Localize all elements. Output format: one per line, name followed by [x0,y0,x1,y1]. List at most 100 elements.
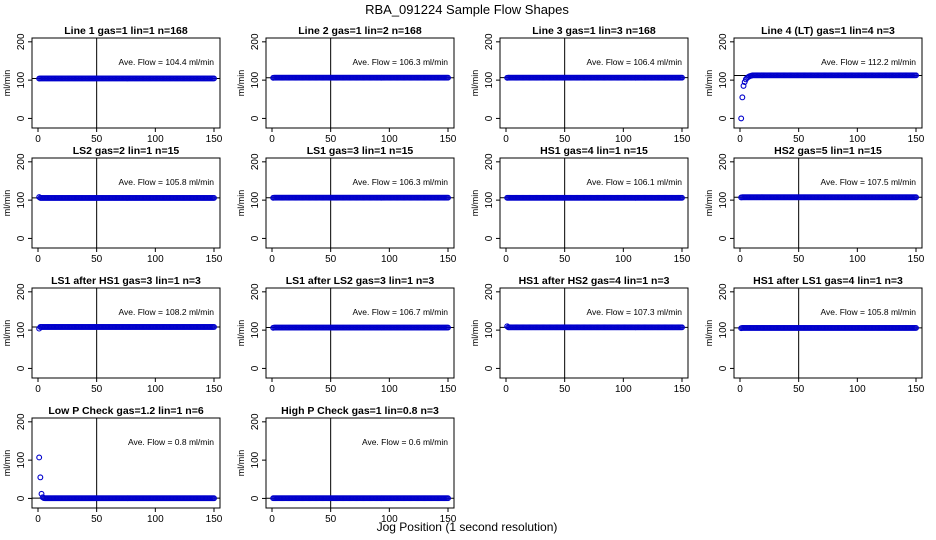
data-series [36,454,217,502]
data-point [445,495,451,502]
x-tick-label: 50 [559,134,571,145]
panel-8: HS2 gas=5 lin=1 n=15 0 50 100 150 0 100 200 ml/m… [704,145,925,265]
y-axis-label: ml/min [704,320,714,347]
y-axis-label: ml/min [236,450,246,477]
y-axis-label: ml/min [2,70,12,97]
y-tick-label: 100 [250,71,261,88]
plot-frame [265,287,455,379]
x-tick-label: 100 [615,254,632,265]
y-tick-label: 0 [250,365,261,371]
panel-1: Line 1 gas=1 lin=1 n=168 0 50 100 150 0 100 200… [2,25,223,145]
plot-frame [499,37,689,129]
y-tick-label: 100 [484,321,495,338]
data-series [270,194,451,201]
x-tick-label: 100 [147,514,164,525]
data-series [36,194,217,201]
y-tick-label: 100 [250,191,261,208]
plot-frame [265,417,455,509]
x-tick-label: 150 [908,134,925,145]
x-tick-label: 0 [737,134,743,145]
x-tick-label: 50 [325,384,337,395]
x-tick-label: 0 [503,134,509,145]
x-tick-label: 50 [793,384,805,395]
y-tick-label: 100 [16,451,27,468]
y-tick-label: 100 [16,191,27,208]
y-axis-label: ml/min [2,320,12,347]
data-point [679,324,685,331]
figure-title: RBA_091224 Sample Flow Shapes [365,2,569,17]
y-tick-label: 0 [16,495,27,501]
y-tick-label: 100 [718,321,729,338]
x-tick-label: 50 [91,384,103,395]
panel-title: HS1 gas=4 lin=1 n=15 [540,145,648,157]
data-point [679,74,685,81]
y-tick-label: 0 [484,115,495,121]
x-tick-label: 0 [35,384,41,395]
x-tick-label: 100 [849,134,866,145]
panel-title: LS2 gas=2 lin=1 n=15 [73,145,180,157]
x-tick-label: 100 [615,134,632,145]
average-flow-label: Ave. Flow = 105.8 ml/min [820,307,916,317]
data-point [38,490,45,497]
x-tick-label: 0 [503,254,509,265]
data-point [211,495,217,502]
average-flow-label: Ave. Flow = 112.2 ml/min [821,57,916,67]
data-point [445,324,451,331]
y-tick-label: 0 [484,365,495,371]
y-tick-label: 200 [16,413,27,430]
y-axis-label: ml/min [236,320,246,347]
y-tick-label: 100 [16,71,27,88]
x-tick-label: 50 [91,254,103,265]
data-point [679,194,685,201]
x-tick-label: 150 [206,254,223,265]
data-series [738,72,919,122]
data-series [504,74,685,81]
y-axis-label: ml/min [236,190,246,217]
average-flow-label: Ave. Flow = 106.1 ml/min [586,177,682,187]
data-point [37,474,44,481]
data-point [36,454,43,461]
data-point [913,194,919,201]
y-axis-label: ml/min [470,320,480,347]
data-point [445,194,451,201]
data-point [211,324,217,330]
x-tick-label: 150 [440,514,457,525]
average-flow-label: Ave. Flow = 108.2 ml/min [118,307,214,317]
x-tick-label: 100 [147,384,164,395]
x-tick-label: 150 [674,254,691,265]
panel-11: HS1 after HS2 gas=4 lin=1 n=3 0 50 100 150 0 1… [470,275,691,395]
data-series [270,324,451,331]
plot-frame [265,157,455,249]
panel-4: Line 4 (LT) gas=1 lin=4 n=3 0 50 100 150 0 100… [704,25,925,145]
plot-frame [31,287,221,379]
x-tick-label: 150 [908,254,925,265]
x-tick-label: 50 [793,134,805,145]
y-tick-label: 200 [484,153,495,170]
panel-title: Line 2 gas=1 lin=2 n=168 [298,25,422,37]
y-tick-label: 0 [250,495,261,501]
y-tick-label: 100 [250,321,261,338]
panel-14: High P Check gas=1 lin=0.8 n=3 0 50 100 150 0… [236,405,457,525]
y-tick-label: 100 [718,191,729,208]
data-point [445,74,451,81]
x-tick-label: 50 [325,514,337,525]
y-axis-label: ml/min [704,190,714,217]
y-tick-label: 0 [16,365,27,371]
x-tick-label: 100 [381,384,398,395]
data-point [740,82,747,89]
panel-title: Line 1 gas=1 lin=1 n=168 [64,25,188,37]
x-tick-label: 100 [849,384,866,395]
x-tick-label: 50 [559,254,571,265]
y-axis-label: ml/min [2,190,12,217]
y-tick-label: 0 [16,115,27,121]
y-tick-label: 200 [16,283,27,300]
x-tick-label: 100 [381,514,398,525]
y-axis-label: ml/min [704,70,714,97]
data-series [36,324,217,332]
y-axis-label: ml/min [470,190,480,217]
y-tick-label: 100 [484,191,495,208]
plot-frame [733,157,923,249]
x-tick-label: 100 [147,134,164,145]
y-tick-label: 200 [250,153,261,170]
